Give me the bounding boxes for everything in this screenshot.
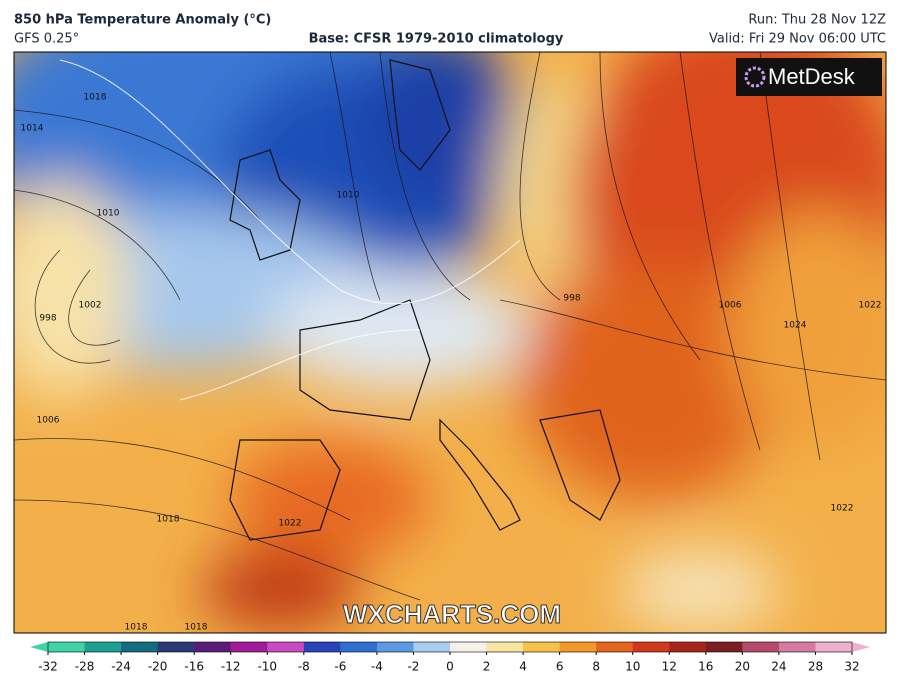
colorbar-segment — [194, 642, 232, 652]
colorbar-segment — [523, 642, 561, 652]
isobar-label: 1022 — [859, 301, 882, 311]
isobar-label: 1010 — [97, 209, 120, 219]
colorbar-segment — [340, 642, 378, 652]
colorbar-tick-label: 6 — [556, 660, 564, 674]
colorbar-end — [30, 642, 48, 652]
colorbar-segment — [376, 642, 414, 652]
model: GFS 0.25° — [14, 32, 79, 47]
colorbar: -32 -28 -24 -20 -16 -12 -10 -8 -6 -4 -2 0 2 4 6 8 10 12 16… — [30, 641, 870, 674]
colorbar-tick-label: 10 — [625, 660, 640, 674]
colorbar-tick-label: 24 — [771, 660, 786, 674]
colorbar-segment — [267, 642, 305, 652]
colorbar-tick-label: 32 — [844, 660, 859, 674]
colorbar-segment — [450, 642, 488, 652]
colorbar-segment — [778, 642, 816, 652]
watermark: WXCHARTS.COM — [343, 599, 561, 629]
colorbar-segment — [669, 642, 707, 652]
colorbar-segment — [157, 642, 195, 652]
colorbar-tick-label: 20 — [735, 660, 750, 674]
colorbar-end — [852, 642, 870, 652]
isobar-label: 1018 — [84, 93, 107, 103]
colorbar-segment — [121, 642, 159, 652]
colorbar-segment — [303, 642, 341, 652]
isobar-label: 1002 — [79, 301, 102, 311]
colorbar-tick-label: 8 — [592, 660, 600, 674]
colorbar-segment — [705, 642, 743, 652]
colorbar-tick-label: -2 — [407, 660, 419, 674]
colorbar-tick-label: -4 — [371, 660, 383, 674]
colorbar-segment — [230, 642, 268, 652]
colorbar-segment — [596, 642, 634, 652]
colorbar-segment — [486, 642, 524, 652]
base: Base: CFSR 1979-2010 climatology — [309, 32, 564, 47]
isobar-label: 1006 — [37, 416, 60, 426]
colorbar-segment — [48, 642, 86, 652]
isobar-label: 1006 — [719, 301, 742, 311]
colorbar-tick-label: -16 — [184, 660, 204, 674]
colorbar-tick-label: 4 — [519, 660, 527, 674]
colorbar-segment — [559, 642, 597, 652]
isobar-label: 1022 — [831, 504, 854, 514]
colorbar-tick-label: -28 — [75, 660, 95, 674]
isobar-label: 1010 — [337, 191, 360, 201]
colorbar-tick-label: -20 — [148, 660, 168, 674]
logo-icon — [744, 66, 766, 88]
logo: MetDesk — [768, 64, 856, 89]
isobar-label: 1022 — [279, 519, 302, 529]
title: 850 hPa Temperature Anomaly (°C) — [14, 13, 271, 28]
colorbar-tick-label: -12 — [221, 660, 241, 674]
map-frame — [13, 51, 887, 634]
colorbar-tick-label: -6 — [334, 660, 346, 674]
colorbar-segment — [742, 642, 780, 652]
isobar-label: 1014 — [21, 124, 44, 134]
colorbar-segment — [413, 642, 451, 652]
colorbar-segment — [84, 642, 122, 652]
isobar-label: 1018 — [125, 623, 148, 633]
colorbar-tick-label: -24 — [111, 660, 131, 674]
isobar-label: 1018 — [157, 515, 180, 525]
colorbar-tick-label: 2 — [483, 660, 491, 674]
colorbar-tick-label: 0 — [446, 660, 454, 674]
colorbar-segment — [815, 642, 853, 652]
colorbar-tick-label: 28 — [808, 660, 823, 674]
colorbar-tick-label: -32 — [38, 660, 58, 674]
colorbar-tick-label: 16 — [698, 660, 713, 674]
colorbar-tick-label: -10 — [257, 660, 277, 674]
valid: Valid: Fri 29 Nov 06:00 UTC — [709, 32, 886, 47]
logo-box — [736, 58, 882, 96]
isobar-label: 1024 — [784, 321, 807, 331]
isobar-label: 1018 — [185, 623, 208, 633]
run: Run: Thu 28 Nov 12Z — [748, 13, 886, 28]
colorbar-segment — [632, 642, 670, 652]
colorbar-tick-label: 12 — [662, 660, 677, 674]
colorbar-tick-label: -8 — [298, 660, 310, 674]
isobar-label: 998 — [563, 294, 580, 304]
map — [14, 52, 886, 633]
isobar-label: 998 — [39, 314, 56, 324]
